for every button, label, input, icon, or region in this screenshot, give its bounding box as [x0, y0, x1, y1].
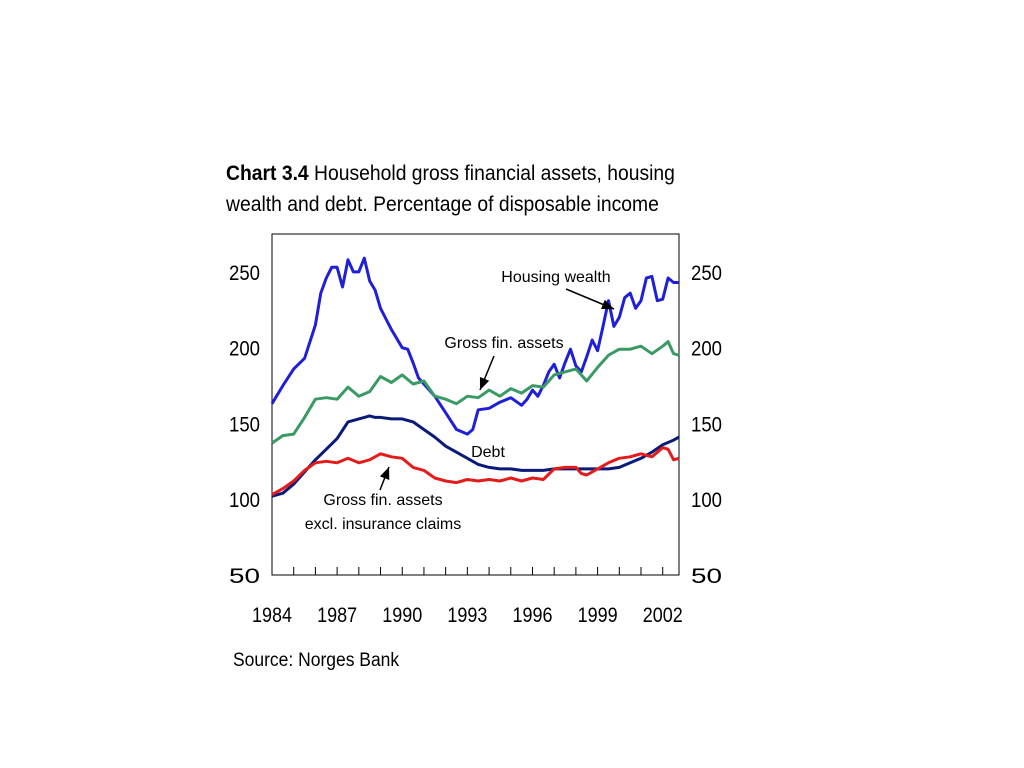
y-tick-label-right: 100 [691, 489, 722, 512]
annotation-gross-fin-assets: Gross fin. assets [444, 335, 563, 352]
arrow-gross-excl-head [379, 467, 390, 480]
x-tick-label: 1999 [578, 604, 618, 627]
x-tick-label: 1984 [252, 604, 292, 627]
y-tick-label-left: 250 [229, 262, 260, 285]
series-line-debt [271, 414, 680, 498]
x-tick-label: 1987 [317, 604, 357, 627]
x-tick-label: 2002 [643, 604, 683, 627]
x-tick-label: 1993 [447, 604, 487, 627]
chart-title-label: Chart 3.4 [226, 162, 309, 185]
y-tick-label-left: 100 [229, 489, 260, 512]
annotation-gross-excl-line2: excl. insurance claims [305, 516, 462, 533]
chart-source: Source: Norges Bank [233, 650, 400, 671]
y-tick-label-left: 50 [229, 565, 260, 588]
y-tick-label-right: 150 [691, 413, 722, 436]
y-tick-label-right: 200 [691, 338, 722, 361]
annotation-housing-wealth: Housing wealth [501, 269, 610, 286]
series-line-housing [270, 256, 679, 436]
plot-frame [271, 233, 680, 576]
series-line-gross_excl [271, 446, 680, 497]
x-tick-label: 1996 [512, 604, 552, 627]
y-tick-label-left: 200 [229, 338, 260, 361]
arrow-gross-fin-assets-head [479, 377, 490, 390]
chart-title-text: Household gross financial assets, housin… [226, 162, 675, 216]
arrow-housing-wealth-head [601, 299, 614, 309]
x-tick-label: 1990 [382, 604, 422, 627]
series-line-gross [271, 340, 680, 445]
y-tick-label-right: 250 [691, 262, 722, 285]
annotation-debt: Debt [471, 444, 505, 461]
y-tick-label-right: 50 [691, 565, 722, 588]
chart-title: Chart 3.4 Household gross financial asse… [226, 158, 704, 220]
annotation-gross-excl-line1: Gross fin. assets [323, 492, 442, 509]
y-tick-label-left: 150 [229, 413, 260, 436]
